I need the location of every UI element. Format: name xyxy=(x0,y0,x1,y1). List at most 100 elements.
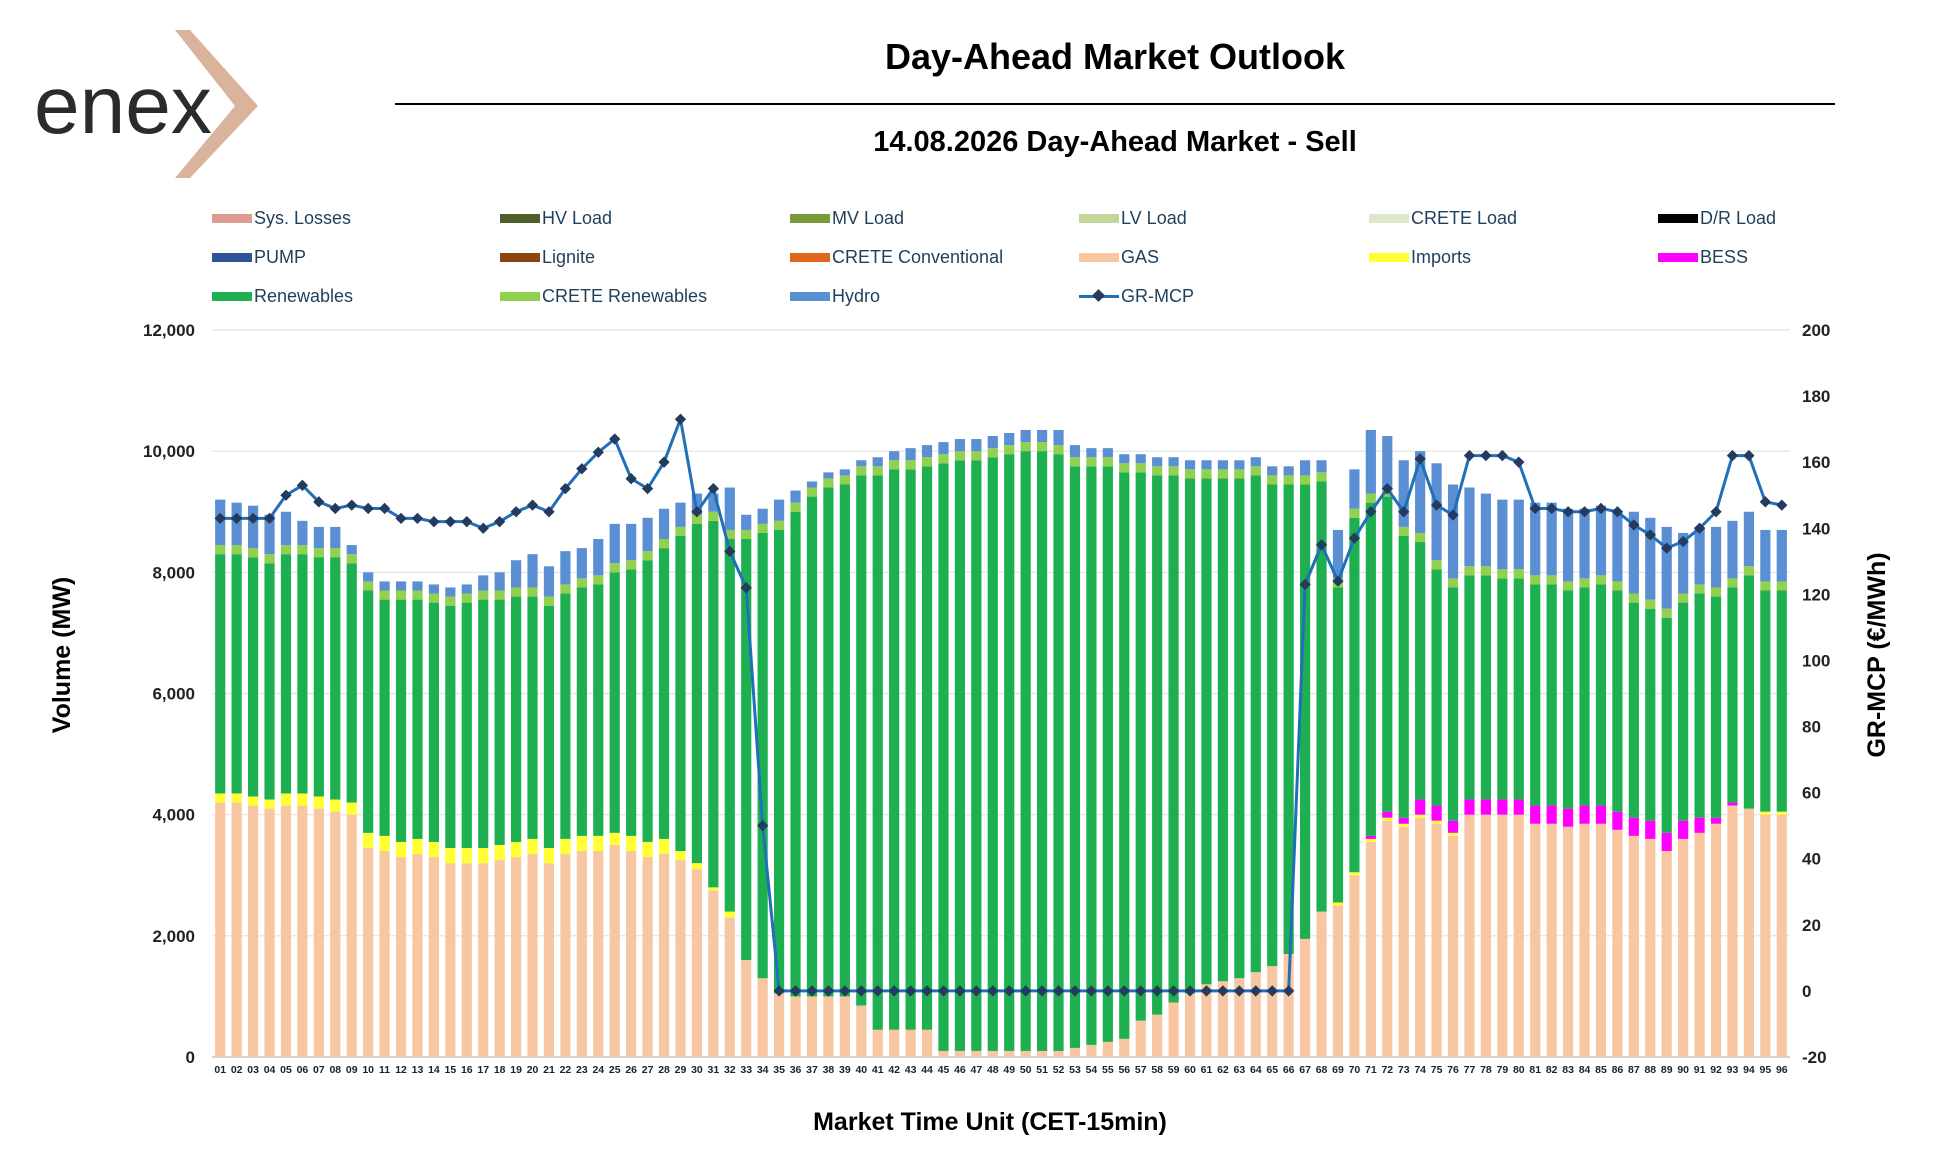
bar-segment-hydro xyxy=(543,566,555,597)
legend-swatch-icon xyxy=(1369,213,1409,223)
bar-segment-gas xyxy=(1562,826,1574,1057)
bar-segment-imports xyxy=(1776,811,1787,815)
x-tick-label: 37 xyxy=(806,1064,818,1076)
bar-segment-renewables xyxy=(938,463,949,1051)
bar-segment-crete-renewables xyxy=(478,590,489,600)
mcp-point xyxy=(230,512,243,525)
page-title: Day-Ahead Market Outlook xyxy=(884,36,1346,77)
bar-segment-crete-renewables xyxy=(1760,581,1771,591)
bar-segment-gas xyxy=(1480,814,1492,1057)
legend-label: GAS xyxy=(1121,246,1160,267)
legend-swatch-icon xyxy=(1079,213,1119,223)
bar-segment-imports xyxy=(626,835,637,852)
x-tick-label: 78 xyxy=(1480,1064,1492,1076)
x-tick-label: 61 xyxy=(1201,1064,1213,1076)
bar-segment-gas xyxy=(1152,1014,1163,1057)
stacked-bars xyxy=(215,429,1787,1057)
bar-segment-renewables xyxy=(1464,575,1475,800)
legend-label: Sys. Losses xyxy=(254,207,352,228)
bar-segment-crete-renewables xyxy=(313,548,324,558)
bar-segment-renewables xyxy=(412,599,423,839)
chart-subtitle: 14.08.2026 Day-Ahead Market - Sell xyxy=(873,126,1357,158)
legend-item-crete-load: CRETE Load xyxy=(1369,206,1517,230)
bar-segment-renewables xyxy=(905,469,916,1030)
bar-segment-crete-renewables xyxy=(1678,593,1689,603)
bar-segment-hydro xyxy=(609,523,620,564)
mcp-point xyxy=(1398,506,1410,518)
bar-segment-renewables xyxy=(806,496,818,997)
y2-tick-label: 160 xyxy=(1802,453,1830,472)
mcp-point xyxy=(1677,535,1689,548)
bar-segment-crete-renewables xyxy=(806,487,818,497)
legend-label: CRETE Conventional xyxy=(832,246,1004,267)
bar-segment-hydro xyxy=(1234,460,1245,470)
bar-segment-crete-renewables xyxy=(1595,575,1607,585)
mcp-point xyxy=(346,499,358,511)
mcp-point xyxy=(263,512,276,525)
mcp-point xyxy=(1529,502,1541,515)
bar-segment-renewables xyxy=(1760,590,1771,812)
legend-swatch-icon xyxy=(790,252,830,262)
x-tick-label: 08 xyxy=(329,1064,341,1076)
bar-segment-hydro xyxy=(889,451,900,461)
x-tick-label: 05 xyxy=(280,1064,292,1076)
x-tick-label: 41 xyxy=(872,1064,884,1076)
mcp-point xyxy=(1430,499,1443,511)
x-tick-label: 03 xyxy=(247,1064,259,1076)
bar-segment-imports xyxy=(1349,872,1360,876)
mcp-point xyxy=(789,985,802,997)
bar-segment-renewables xyxy=(790,511,801,997)
bar-segment-renewables xyxy=(708,520,719,888)
x-tick-label: 80 xyxy=(1513,1064,1525,1076)
mcp-point xyxy=(674,413,687,425)
bar-segment-hydro xyxy=(1184,460,1196,470)
x-tick-label: 49 xyxy=(1003,1064,1015,1076)
bar-segment-gas xyxy=(461,863,472,1057)
x-tick-label: 57 xyxy=(1135,1064,1147,1076)
bar-segment-gas xyxy=(971,1050,982,1057)
bar-segment-imports xyxy=(658,838,670,855)
bar-segment-renewables xyxy=(231,554,242,794)
bar-segment-renewables xyxy=(330,557,341,800)
bar-segment-renewables xyxy=(1004,454,1015,1051)
bar-segment-gas xyxy=(1135,1020,1146,1057)
bar-segment-imports xyxy=(1365,838,1376,842)
bar-segment-bess xyxy=(1595,805,1607,824)
mcp-point xyxy=(773,985,785,997)
bar-segment-crete-renewables xyxy=(1497,569,1508,579)
legend-item-renewables: Renewables xyxy=(212,284,353,308)
legend-label: PUMP xyxy=(254,246,307,267)
mcp-point xyxy=(329,502,341,515)
bar-segment-renewables xyxy=(1727,587,1738,803)
bar-segment-hydro xyxy=(938,442,949,455)
bar-segment-renewables xyxy=(1069,466,1081,1048)
bar-segment-crete-renewables xyxy=(1365,493,1376,503)
bar-segment-gas xyxy=(987,1050,998,1057)
x-tick-label: 39 xyxy=(839,1064,851,1076)
bar-segment-crete-renewables xyxy=(954,451,966,461)
bar-segment-hydro xyxy=(1102,448,1113,458)
bar-segment-crete-renewables xyxy=(823,478,834,488)
bar-segment-imports xyxy=(478,847,489,864)
bar-segment-hydro xyxy=(264,514,275,555)
bar-segment-renewables xyxy=(889,469,900,1030)
bar-segment-gas xyxy=(1382,820,1393,1057)
bar-segment-hydro xyxy=(1053,429,1064,446)
bar-segment-renewables xyxy=(626,569,637,836)
bar-segment-hydro xyxy=(1447,484,1459,579)
bar-segment-hydro xyxy=(1250,457,1261,467)
bar-segment-imports xyxy=(379,835,390,852)
title-divider xyxy=(395,103,1835,105)
x-axis-ticks: 01 02 03 04 05 06 07 08 09 10 11 12 13 14 15 16 17 18 19 20… xyxy=(214,1064,1787,1076)
bar-segment-gas xyxy=(741,960,752,1057)
bar-segment-gas xyxy=(905,1029,916,1057)
legend-label: BESS xyxy=(1700,246,1749,267)
bar-segment-renewables xyxy=(773,529,785,994)
bar-segment-imports xyxy=(313,796,324,809)
x-tick-label: 82 xyxy=(1546,1064,1558,1076)
bar-segment-crete-renewables xyxy=(724,529,735,540)
bar-segment-gas xyxy=(1645,838,1656,1057)
y2-tick-label: 140 xyxy=(1802,519,1830,538)
mcp-point xyxy=(543,506,555,518)
bar-segment-gas xyxy=(806,996,818,1057)
